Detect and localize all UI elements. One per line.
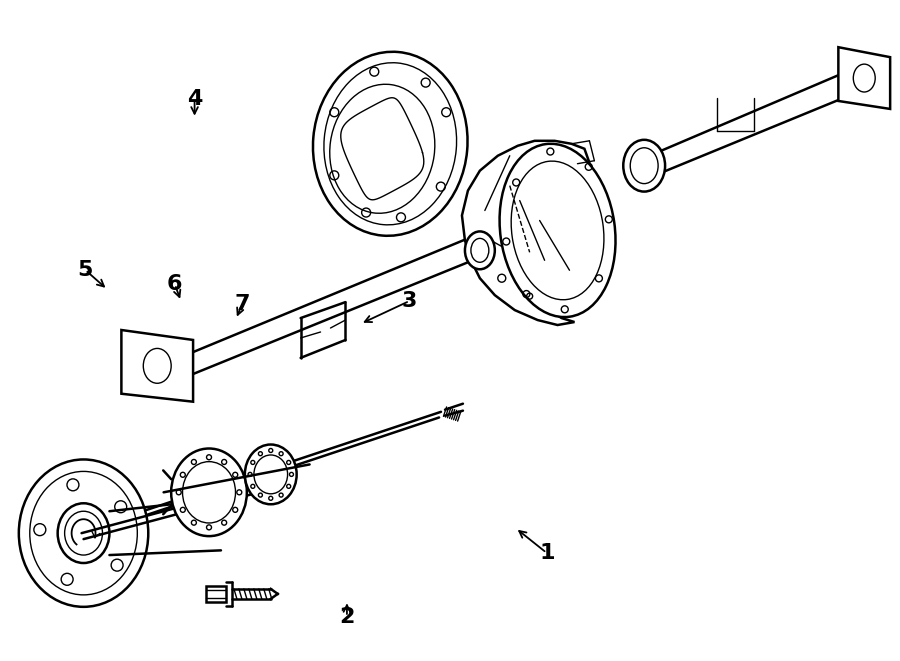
Text: 6: 6 bbox=[167, 274, 183, 294]
Ellipse shape bbox=[245, 444, 297, 504]
Ellipse shape bbox=[500, 144, 616, 317]
Ellipse shape bbox=[19, 459, 149, 607]
Polygon shape bbox=[206, 586, 226, 602]
Ellipse shape bbox=[313, 52, 468, 236]
Ellipse shape bbox=[465, 231, 495, 269]
Text: 3: 3 bbox=[402, 291, 418, 311]
Text: 7: 7 bbox=[234, 294, 250, 314]
Polygon shape bbox=[462, 141, 590, 325]
Ellipse shape bbox=[58, 503, 110, 563]
Polygon shape bbox=[839, 47, 890, 109]
Polygon shape bbox=[122, 330, 194, 402]
Ellipse shape bbox=[171, 449, 247, 536]
Ellipse shape bbox=[624, 140, 665, 192]
Text: 1: 1 bbox=[539, 543, 554, 563]
Text: 4: 4 bbox=[187, 89, 202, 109]
Text: 2: 2 bbox=[339, 607, 355, 627]
Text: 5: 5 bbox=[77, 260, 93, 280]
